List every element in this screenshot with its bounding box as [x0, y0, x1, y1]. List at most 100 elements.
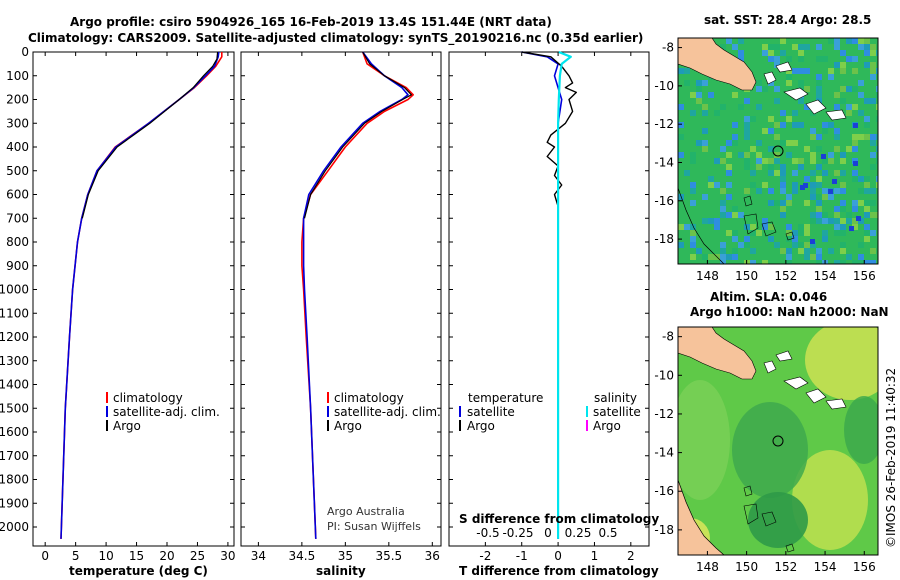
depth-tick-label: 1100 — [0, 306, 29, 320]
sst-pixel — [864, 260, 870, 264]
islands-outline — [763, 350, 847, 410]
sst-pixel — [853, 123, 858, 128]
sst-pixel — [816, 164, 822, 170]
sst-pixel — [864, 236, 870, 242]
sst-pixel — [852, 140, 858, 146]
sst-pixel — [780, 188, 786, 194]
sst-pixel — [846, 104, 852, 110]
lat-tick-label: -12 — [654, 117, 674, 131]
x-tick-label: 20 — [159, 549, 174, 563]
sst-pixel — [828, 38, 834, 44]
sst-pixel — [852, 134, 858, 140]
sst-pixel — [768, 56, 774, 62]
sst-pixel — [702, 194, 708, 200]
title-line-2: Climatology: CARS2009. Satellite-adjuste… — [28, 31, 643, 46]
sst-pixel — [768, 200, 774, 206]
sst-pixel — [726, 152, 732, 158]
australia-coast-line — [678, 187, 725, 264]
sst-pixel — [780, 110, 786, 116]
sst-pixel — [849, 226, 854, 231]
sst-pixel — [810, 170, 816, 176]
sst-pixel — [732, 92, 738, 98]
sst-pixel — [834, 38, 840, 44]
sst-pixel — [726, 164, 732, 170]
sst-pixel — [832, 179, 837, 184]
sst-pixel — [876, 104, 878, 110]
depth-tick-label: 300 — [6, 116, 29, 130]
lon-tick-label: 154 — [814, 560, 837, 574]
sst-pixel — [800, 185, 805, 190]
lon-tick-label: 156 — [853, 269, 876, 283]
sst-pixel — [870, 140, 876, 146]
sst-pixel — [810, 212, 816, 218]
sst-pixel — [780, 206, 786, 212]
sst-pixel — [768, 224, 774, 230]
legend-s-satellite-label: satellite — [593, 405, 641, 419]
sst-pixel — [726, 194, 732, 200]
depth-tick-label: 1900 — [0, 496, 29, 510]
sst-pixel — [852, 104, 858, 110]
x-tick-label: 35 — [338, 549, 353, 563]
depth-tick-label: 1600 — [0, 425, 29, 439]
sst-pixel — [720, 206, 726, 212]
sst-pixel — [822, 188, 828, 194]
sst-pixel — [816, 86, 822, 92]
s-diff-tick-label: 0.25 — [565, 526, 592, 540]
sst-pixel — [720, 44, 726, 50]
sst-pixel — [876, 68, 878, 74]
sst-pixel — [720, 260, 726, 264]
sst-pixel — [846, 146, 852, 152]
sst-pixel — [768, 164, 774, 170]
depth-tick-label: 1700 — [0, 449, 29, 463]
sst-pixel — [876, 50, 878, 56]
sst-pixel — [858, 200, 864, 206]
sst-pixel — [792, 122, 798, 128]
sst-pixel — [840, 242, 846, 248]
argo-position-marker — [772, 435, 784, 447]
sst-pixel — [852, 206, 858, 212]
series-line-argo — [303, 51, 412, 219]
sst-pixel — [853, 161, 858, 166]
difference-legend: temperature satellite Argo salinity sate… — [459, 391, 641, 433]
sst-pixel — [780, 176, 786, 182]
sst-pixel — [774, 242, 780, 248]
sst-pixel — [732, 140, 738, 146]
x-tick-label: 0 — [554, 549, 562, 563]
depth-tick-label: 900 — [6, 259, 29, 273]
depth-tick-label: 1500 — [0, 401, 29, 415]
sst-pixel — [840, 86, 846, 92]
sst-pixel — [786, 248, 792, 254]
sst-pixel — [798, 230, 804, 236]
sst-pixel — [684, 80, 690, 86]
sst-pixel — [738, 212, 744, 218]
depth-tick-label: 1800 — [0, 473, 29, 487]
sst-pixel — [821, 154, 826, 159]
sst-pixel — [852, 170, 858, 176]
sst-pixel — [678, 68, 684, 74]
sst-pixel — [684, 68, 690, 74]
sst-pixel — [840, 182, 846, 188]
depth-tick-label: 700 — [6, 211, 29, 225]
sst-pixel — [792, 44, 798, 50]
lon-tick-label: 148 — [696, 269, 719, 283]
sst-pixel — [828, 122, 834, 128]
salinity-panel — [240, 51, 442, 547]
sst-pixel — [810, 134, 816, 140]
sst-pixel — [864, 62, 870, 68]
sst-pixel — [864, 206, 870, 212]
sst-pixel — [720, 248, 726, 254]
sst-pixel — [690, 242, 696, 248]
sst-pixel — [732, 44, 738, 50]
sst-pixel — [744, 224, 750, 230]
sst-pixel — [870, 44, 876, 50]
sst-pixel — [840, 224, 846, 230]
sst-pixel — [696, 86, 702, 92]
sst-pixel — [738, 50, 744, 56]
sst-pixel — [762, 182, 768, 188]
sst-pixel — [714, 158, 720, 164]
sst-pixel — [768, 44, 774, 50]
x-tick-label: 34 — [251, 549, 266, 563]
sst-pixel — [720, 254, 726, 260]
sst-pixel — [834, 44, 840, 50]
sst-pixel — [792, 182, 798, 188]
